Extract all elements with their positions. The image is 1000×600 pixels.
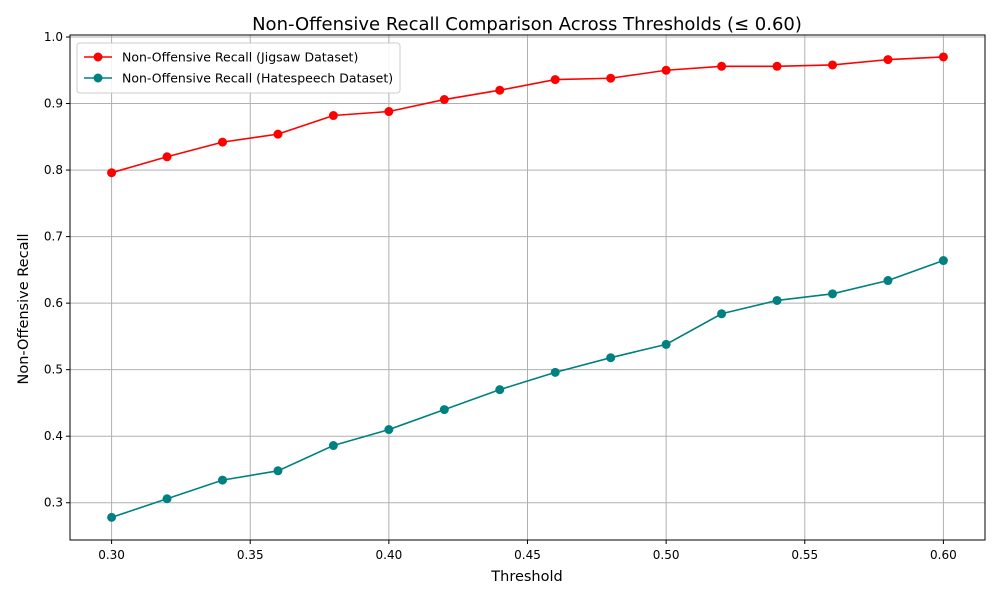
x-tick-label: 0.35 [237, 548, 264, 562]
legend-box [76, 42, 401, 94]
grid [70, 35, 985, 540]
data-point [550, 75, 560, 85]
chart-title: Non-Offensive Recall Comparison Across T… [252, 14, 802, 35]
data-point [661, 339, 671, 349]
data-point [495, 85, 505, 95]
series-group [107, 52, 948, 522]
data-point [273, 466, 283, 476]
legend-swatch-marker [93, 73, 103, 83]
series-hatespeech [107, 256, 948, 522]
data-point [883, 276, 893, 286]
data-point [550, 367, 560, 377]
data-point [162, 494, 172, 504]
y-tick-label: 0.5 [44, 363, 63, 377]
data-point [717, 309, 727, 319]
y-tick-label: 1.0 [44, 30, 63, 44]
y-axis-title: Non-Offensive Recall [16, 233, 32, 384]
data-point [328, 441, 338, 451]
y-tick-label: 0.3 [44, 496, 63, 510]
data-point [938, 256, 948, 266]
x-axis-ticks: 0.30 0.35 0.40 0.45 0.50 0.55 0.60 [98, 540, 957, 562]
data-point [328, 111, 338, 121]
data-point [218, 137, 227, 147]
legend-item: Non-Offensive Recall (Jigsaw Dataset) [84, 50, 358, 65]
data-point [495, 385, 505, 395]
y-tick-label: 0.8 [44, 163, 63, 177]
data-point [107, 512, 117, 522]
data-point [661, 65, 671, 75]
y-axis-ticks: 0.3 0.4 0.5 0.6 0.7 0.8 0.9 1.0 [44, 30, 70, 510]
data-point [717, 61, 727, 71]
y-tick-label: 0.9 [44, 97, 63, 111]
data-point [384, 107, 394, 117]
data-point [606, 353, 616, 363]
data-point [772, 61, 782, 71]
x-tick-label: 0.55 [791, 548, 818, 562]
x-tick-label: 0.45 [514, 548, 541, 562]
data-point [883, 55, 893, 65]
data-point [772, 295, 782, 305]
x-axis-title: Threshold [490, 569, 562, 585]
data-point [606, 73, 616, 83]
x-tick-label: 0.60 [930, 548, 957, 562]
series-jigsaw [107, 52, 948, 178]
series-line [111, 56, 944, 174]
legend-label: Non-Offensive Recall (Jigsaw Dataset) [122, 50, 358, 65]
data-point [162, 152, 172, 162]
x-tick-label: 0.30 [98, 548, 125, 562]
data-point [439, 95, 449, 105]
y-tick-label: 0.6 [44, 296, 63, 310]
y-tick-label: 0.7 [44, 230, 63, 244]
legend-label: Non-Offensive Recall (Hatespeech Dataset… [122, 71, 393, 86]
x-tick-label: 0.40 [376, 548, 403, 562]
x-tick-label: 0.50 [653, 548, 680, 562]
data-point [384, 425, 394, 435]
data-point [218, 475, 227, 485]
y-tick-label: 0.4 [44, 429, 63, 443]
legend: Non-Offensive Recall (Jigsaw Dataset) Non… [76, 42, 401, 94]
legend-swatch-marker [93, 52, 103, 62]
series-line [111, 259, 944, 519]
data-point [107, 168, 117, 178]
data-point [828, 289, 837, 299]
data-point [273, 129, 283, 139]
data-point [439, 405, 449, 415]
legend-item: Non-Offensive Recall (Hatespeech Dataset… [84, 71, 393, 86]
data-point [938, 52, 948, 62]
data-point [828, 60, 837, 70]
